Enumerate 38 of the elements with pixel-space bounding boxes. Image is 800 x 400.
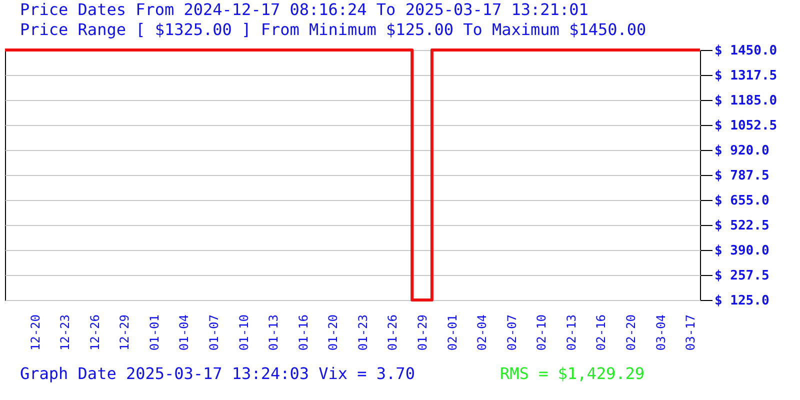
y-tick-label: $ 655.0: [714, 194, 770, 208]
y-tick-label: $ 1317.5: [714, 68, 778, 84]
x-tick-label: 02-13: [564, 314, 578, 351]
x-tick-label: 12-29: [118, 314, 132, 351]
x-tick-label: 02-10: [534, 314, 549, 351]
x-tick-label: 01-10: [236, 314, 251, 351]
y-tick-label: $ 787.5: [714, 168, 770, 184]
x-tick-label: 03-17: [684, 314, 698, 351]
x-tick-label: 01-20: [326, 314, 340, 351]
y-tick-label: $ 125.0: [714, 294, 770, 308]
x-tick-label: 12-26: [88, 314, 102, 351]
text: Graph Date 2025-03-17 13:24:03 Vix = 3.70: [20, 364, 415, 383]
y-tick-label: $ 1052.5: [714, 118, 778, 134]
x-tick-label: 02-20: [624, 314, 638, 351]
x-tick-label: 01-23: [356, 314, 370, 351]
x-tick-label: 01-07: [207, 314, 221, 351]
x-tick-label: 02-04: [475, 314, 490, 351]
x-tick-label: 01-01: [147, 314, 162, 351]
y-tick-label: $ 1450.0: [714, 44, 778, 58]
y-tick-label: $ 257.5: [714, 268, 770, 284]
x-tick-label: 02-01: [445, 314, 460, 351]
x-tick-label: 03-04: [654, 314, 668, 351]
text: RMS = $1,429.29: [500, 364, 644, 383]
x-tick-label: 01-04: [177, 314, 192, 351]
y-tick-label: $ 1185.0: [714, 94, 778, 108]
y-tick-label: $ 522.5: [714, 218, 770, 234]
x-tick-label: 01-16: [296, 314, 310, 351]
x-tick-label: 12-20: [28, 314, 42, 351]
x-tick-label: 12-23: [58, 314, 72, 351]
chart-title: Price Dates From 2024-12-17 08:16:24 To 2025-03-17 13:21:01: [20, 0, 588, 19]
x-tick-label: 02-07: [504, 314, 519, 351]
x-tick-label: 01-26: [386, 314, 400, 351]
x-tick-label: 01-13: [266, 314, 281, 351]
y-tick-label: $ 390.0: [714, 244, 770, 258]
x-tick-label: 02-16: [594, 314, 608, 351]
y-tick-label: $ 920.0: [714, 144, 770, 158]
x-tick-label: 01-29: [416, 314, 430, 351]
chart-subtitle: Price Range [ $1325.00 ] From Minimum $125.00 To Maximum $1450.00: [20, 20, 646, 39]
